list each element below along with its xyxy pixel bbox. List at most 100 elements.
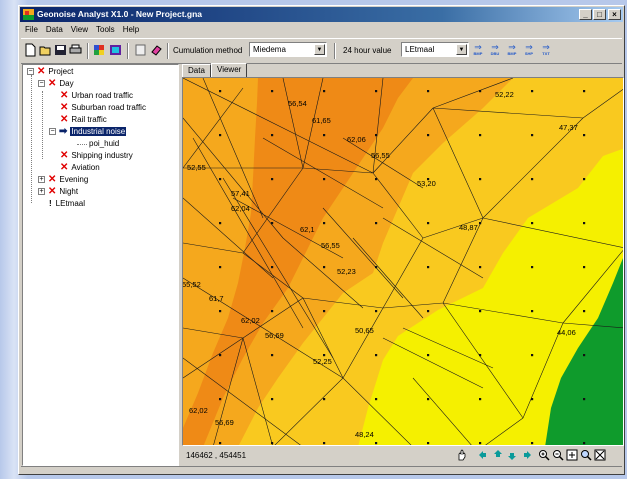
- grid-point: [323, 222, 326, 225]
- maximize-button[interactable]: □: [593, 9, 606, 20]
- app-icon: [23, 9, 34, 20]
- grid-point: [323, 310, 326, 313]
- tab-data[interactable]: Data: [182, 64, 211, 77]
- new-icon[interactable]: [24, 43, 37, 57]
- export-dbu-icon[interactable]: ⇒ DBU: [490, 42, 500, 57]
- menu-view[interactable]: View: [70, 25, 88, 34]
- export-txt-icon[interactable]: ⇒ TXT: [542, 42, 550, 57]
- zoom-all-icon[interactable]: [594, 449, 606, 461]
- export-bmp-icon[interactable]: ⇒ BMP: [473, 42, 483, 57]
- chevron-down-icon[interactable]: ▼: [456, 44, 467, 55]
- grid-point: [271, 222, 274, 225]
- expand-icon[interactable]: +: [38, 188, 45, 196]
- grid-point: [219, 134, 222, 137]
- grid-color-icon[interactable]: [109, 43, 122, 57]
- grid-point: [271, 354, 274, 357]
- grid-point: [271, 134, 274, 137]
- toolbar: Cumulation method Miedema ▼ 24 hour valu…: [21, 38, 622, 64]
- tree-node-letmaal[interactable]: ! LEtmaal: [49, 199, 86, 208]
- palette-icon[interactable]: [93, 43, 106, 57]
- grid-point: [427, 90, 430, 93]
- error-x-icon: ✕: [48, 78, 57, 89]
- menu-data[interactable]: Data: [45, 25, 63, 34]
- grid-point: [583, 398, 586, 401]
- hand-icon[interactable]: [456, 449, 468, 461]
- grid-point: [271, 90, 274, 93]
- contour-value-label: 55,52: [183, 280, 201, 289]
- toolbar-separator: [334, 43, 336, 59]
- noise-contour-map[interactable]: 56,54 61,65 52,22 62,06 56,55 52,55 47,37 57,41…: [183, 78, 624, 446]
- grid-point: [219, 222, 222, 225]
- tree-node-night[interactable]: + ✕ Night: [38, 186, 79, 197]
- error-x-icon: ✕: [60, 114, 69, 125]
- title-bar[interactable]: Geonoise Analyst X1.0 - New Project.gna …: [20, 7, 623, 22]
- grid-point: [375, 90, 378, 93]
- collapse-icon[interactable]: −: [49, 128, 56, 136]
- export-shp-icon[interactable]: ⇒ SHP: [524, 42, 534, 57]
- tree-node-evening[interactable]: + ✕ Evening: [38, 174, 89, 185]
- project-tree[interactable]: − ✕ Project − ✕ Day ✕ Urban road traffic ✕ Sub…: [22, 64, 179, 466]
- error-x-icon: ✕: [48, 186, 57, 197]
- tree-node-rail-traffic[interactable]: ✕ Rail traffic: [60, 114, 107, 125]
- cumulation-select[interactable]: Miedema ▼: [249, 42, 327, 57]
- contour-value-label: 56,69: [265, 331, 284, 340]
- tree-node-aviation[interactable]: ✕ Aviation: [60, 162, 100, 173]
- grid-point: [479, 134, 482, 137]
- grid-point: [375, 354, 378, 357]
- chevron-down-icon[interactable]: ▼: [314, 44, 325, 55]
- contour-value-label: 61,7: [209, 294, 224, 303]
- hour-value-select[interactable]: LEtmaal ▼: [401, 42, 469, 57]
- mesh-lines: [183, 78, 623, 445]
- expand-icon[interactable]: +: [38, 176, 45, 184]
- grid-point: [427, 354, 430, 357]
- pan-left-icon[interactable]: [478, 449, 490, 461]
- export-bmp2-icon[interactable]: ⇒ BMP: [507, 42, 517, 57]
- tree-node-project[interactable]: − ✕ Project: [27, 66, 74, 77]
- grid-point: [219, 354, 222, 357]
- grid-point: [323, 266, 326, 269]
- menu-tools[interactable]: Tools: [96, 25, 115, 34]
- tab-viewer[interactable]: Viewer: [211, 63, 248, 77]
- pan-right-icon[interactable]: [520, 449, 532, 461]
- minimize-button[interactable]: _: [579, 9, 592, 20]
- grid-point: [531, 178, 534, 181]
- grid-point: [323, 398, 326, 401]
- save-icon[interactable]: [54, 43, 67, 57]
- menu-help[interactable]: Help: [122, 25, 140, 34]
- contour-value-label: 57,41: [231, 189, 250, 198]
- collapse-icon[interactable]: −: [38, 80, 45, 88]
- grid-point: [479, 398, 482, 401]
- tree-node-shipping-industry[interactable]: ✕ Shipping industry: [60, 150, 133, 161]
- zoom-window-icon[interactable]: [580, 449, 592, 461]
- tree-node-day[interactable]: − ✕ Day: [38, 78, 74, 89]
- collapse-icon[interactable]: −: [27, 68, 34, 76]
- document-icon[interactable]: [134, 43, 147, 57]
- pan-down-icon[interactable]: [506, 449, 518, 461]
- tree-node-industrial-noise[interactable]: − ➡ Industrial noise: [49, 126, 127, 137]
- close-button[interactable]: ×: [608, 9, 621, 20]
- zoom-out-icon[interactable]: [552, 449, 564, 461]
- grid-point: [375, 310, 378, 313]
- grid-point: [531, 354, 534, 357]
- print-icon[interactable]: [69, 43, 82, 57]
- tree-node-poi-huid[interactable]: poi_huid: [89, 139, 120, 148]
- eraser-icon[interactable]: [150, 43, 163, 57]
- zone-dark-orange-band: [183, 78, 413, 445]
- grid-point: [427, 222, 430, 225]
- open-icon[interactable]: [39, 43, 52, 57]
- map-viewer[interactable]: 56,54 61,65 52,22 62,06 56,55 52,55 47,37 57,41…: [182, 77, 624, 446]
- contour-value-label: 44,06: [557, 328, 576, 337]
- grid-point: [219, 266, 222, 269]
- grid-point: [219, 90, 222, 93]
- contour-value-label: 52,27: [261, 444, 280, 446]
- contour-value-label: 56,55: [321, 241, 340, 250]
- menu-file[interactable]: File: [25, 25, 38, 34]
- grid-point: [219, 178, 222, 181]
- tree-node-urban-road-traffic[interactable]: ✕ Urban road traffic: [60, 90, 134, 101]
- zoom-in-icon[interactable]: [538, 449, 550, 461]
- tree-node-suburban-road-traffic[interactable]: ✕ Suburban road traffic: [60, 102, 146, 113]
- grid-point: [531, 398, 534, 401]
- zoom-extent-icon[interactable]: [566, 449, 578, 461]
- pan-up-icon[interactable]: [492, 449, 504, 461]
- tree-line: [42, 91, 43, 159]
